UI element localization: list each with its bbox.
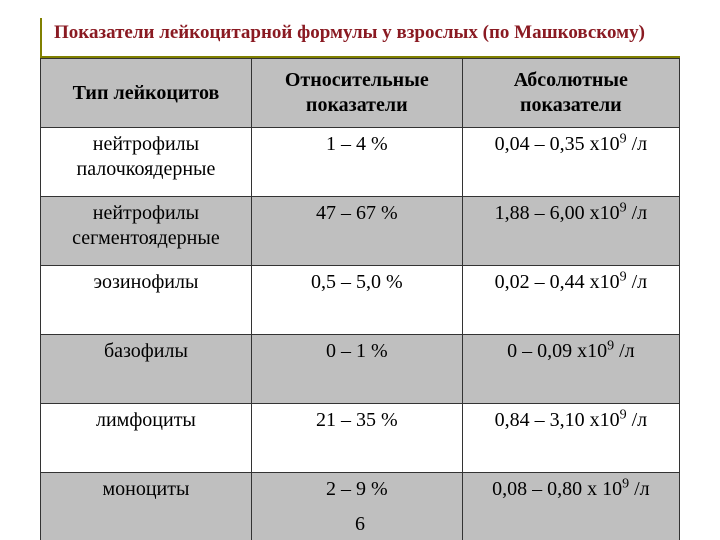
col-header-relative: Относительные показатели [251,59,462,128]
table-cell: 0,5 – 5,0 % [251,266,462,335]
title-rule: Показатели лейкоцитарной формулы у взрос… [40,18,680,58]
table-cell: 0,84 – 3,10 х109 /л [462,404,679,473]
table-cell: 0,04 – 0,35 х109 /л [462,128,679,197]
table-cell: эозинофилы [41,266,252,335]
slide: Показатели лейкоцитарной формулы у взрос… [0,0,720,540]
leukocyte-table: Тип лейкоцитов Относительные показатели … [40,58,680,540]
table-cell: лимфоциты [41,404,252,473]
table-header-row: Тип лейкоцитов Относительные показатели … [41,59,680,128]
page-number: 6 [0,513,720,536]
table-cell: нейтрофилы сегментоядерные [41,197,252,266]
table-row: нейтрофилы сегментоядерные47 – 67 %1,88 … [41,197,680,266]
table-cell: 0 – 0,09 х109 /л [462,335,679,404]
table-cell: нейтрофилы палочкоядерные [41,128,252,197]
table-cell: 0,02 – 0,44 х109 /л [462,266,679,335]
table-row: эозинофилы0,5 – 5,0 %0,02 – 0,44 х109 /л [41,266,680,335]
table-row: нейтрофилы палочкоядерные1 – 4 %0,04 – 0… [41,128,680,197]
leukocyte-table-wrap: Тип лейкоцитов Относительные показатели … [40,58,680,540]
col-header-type: Тип лейкоцитов [41,59,252,128]
col-header-absolute: Абсолютные показатели [462,59,679,128]
table-cell: 47 – 67 % [251,197,462,266]
table-cell: 0 – 1 % [251,335,462,404]
table-cell: 21 – 35 % [251,404,462,473]
table-cell: 1,88 – 6,00 х109 /л [462,197,679,266]
page-title: Показатели лейкоцитарной формулы у взрос… [54,22,680,45]
table-row: базофилы0 – 1 %0 – 0,09 х109 /л [41,335,680,404]
table-cell: 1 – 4 % [251,128,462,197]
table-body: нейтрофилы палочкоядерные1 – 4 %0,04 – 0… [41,128,680,540]
table-row: лимфоциты21 – 35 %0,84 – 3,10 х109 /л [41,404,680,473]
table-cell: базофилы [41,335,252,404]
